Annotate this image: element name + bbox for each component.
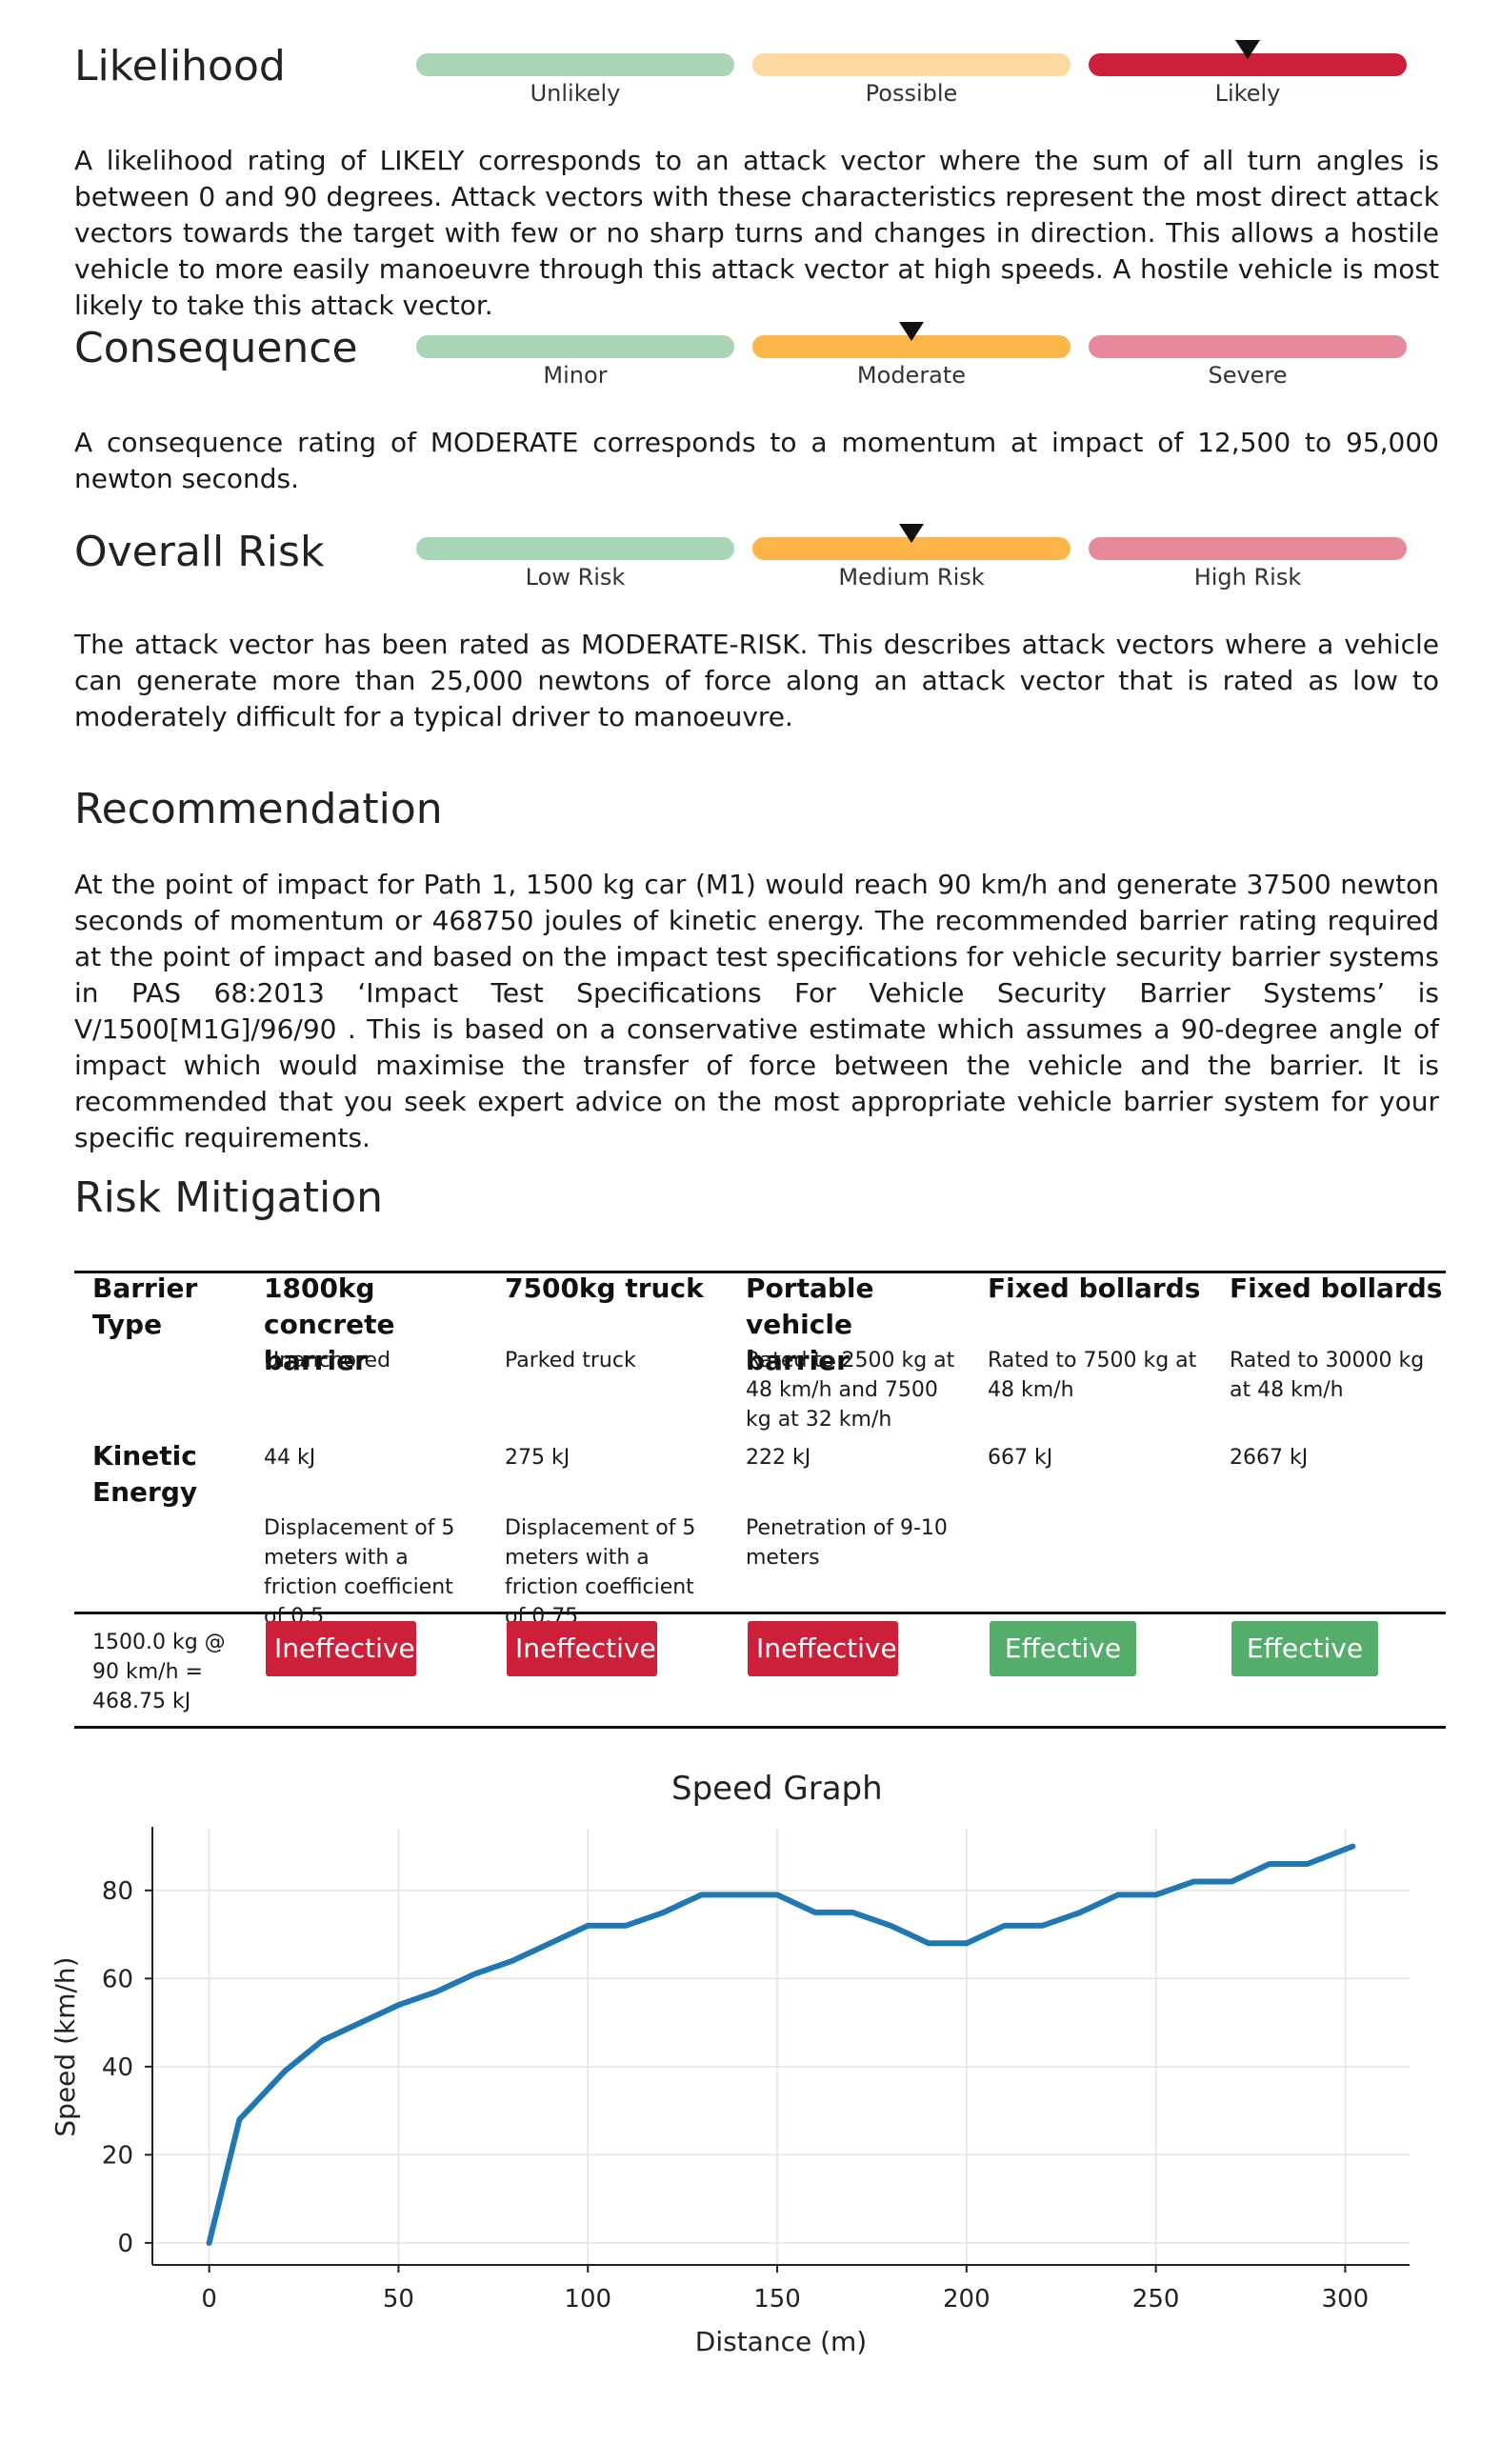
result-badge-effective: Effective	[990, 1621, 1136, 1676]
barrier-energy: 667 kJ	[988, 1446, 1053, 1470]
likelihood-heading: Likelihood	[74, 42, 286, 90]
overall-risk-label-low: Low Risk	[525, 564, 626, 591]
speed-chart: 0 50 100 150 200 250 300 0 20 40 60 80 Distance (m) S…	[50, 1827, 1410, 2357]
likelihood-scale: Unlikely Possible Likely	[416, 40, 1407, 107]
overall-risk-heading: Overall Risk	[74, 528, 325, 576]
likelihood-segment-possible	[752, 53, 1071, 76]
risk-mitigation-heading: Risk Mitigation	[74, 1173, 384, 1222]
barrier-energy: 222 kJ	[746, 1446, 811, 1470]
consequence-description: A consequence rating of MODERATE corresp…	[74, 427, 1439, 494]
overall-risk-marker-icon	[899, 524, 924, 543]
consequence-segment-minor	[416, 335, 734, 358]
barrier-name: Portable vehicle barrier	[746, 1272, 874, 1376]
consequence-label-minor: Minor	[543, 362, 608, 389]
table-mid-rule	[74, 1612, 1446, 1614]
result-badge-ineffective: Ineffective	[748, 1621, 898, 1676]
x-tick-label: 150	[753, 2285, 801, 2314]
likelihood-marker-icon	[1235, 40, 1260, 59]
speed-series-line	[206, 1843, 1356, 2246]
x-tick-label: 100	[564, 2285, 611, 2314]
likelihood-label-likely: Likely	[1214, 80, 1281, 107]
x-axis-label: Distance (m)	[695, 2326, 867, 2357]
barrier-description: Parked truck	[505, 1349, 636, 1372]
overall-risk-scale: Low Risk Medium Risk High Risk	[416, 524, 1407, 591]
x-tick-label: 300	[1322, 2285, 1370, 2314]
barrier-energy: 44 kJ	[264, 1446, 316, 1470]
barrier-name: Fixed bollards	[1230, 1272, 1443, 1304]
table-bottom-rule	[74, 1726, 1446, 1729]
recommendation-text: At the point of impact for Path 1, 1500 …	[74, 869, 1439, 1153]
overall-risk-segment-high	[1089, 537, 1407, 560]
consequence-heading: Consequence	[74, 324, 358, 372]
barrier-description: Rated to 2500 kg at 48 km/h and 7500 kg …	[746, 1349, 955, 1432]
consequence-marker-icon	[899, 322, 924, 341]
y-tick-label: 40	[102, 2053, 133, 2082]
y-tick-label: 20	[102, 2141, 133, 2170]
overall-risk-label-medium: Medium Risk	[838, 564, 985, 591]
barrier-note: Penetration of 9-10 meters	[746, 1516, 948, 1570]
consequence-segment-severe	[1089, 335, 1407, 358]
likelihood-label-possible: Possible	[865, 80, 958, 107]
overall-risk-label-high: High Risk	[1193, 564, 1302, 591]
x-tick-label: 200	[943, 2285, 991, 2314]
consequence-label-severe: Severe	[1208, 362, 1288, 389]
recommendation-heading: Recommendation	[74, 785, 443, 833]
y-tick-label: 80	[102, 1877, 133, 1906]
barrier-energy: 275 kJ	[505, 1446, 570, 1470]
consequence-label-moderate: Moderate	[856, 362, 967, 389]
barrier-energy: 2667 kJ	[1230, 1446, 1309, 1470]
result-badge-ineffective: Ineffective	[266, 1621, 416, 1676]
overall-risk-description: The attack vector has been rated as MODE…	[74, 629, 1439, 732]
barrier-name: 1800kg concrete barrier	[264, 1272, 395, 1376]
y-tick-label: 0	[117, 2230, 133, 2258]
consequence-scale: Minor Moderate Severe	[416, 322, 1407, 389]
y-axis-label: Speed (km/h)	[50, 1956, 81, 2136]
kinetic-energy-label: Kinetic Energy	[92, 1440, 198, 1508]
x-tick-label: 250	[1132, 2285, 1180, 2314]
chart-title: Speed Graph	[671, 1770, 883, 1808]
overall-risk-segment-low	[416, 537, 734, 560]
barrier-type-label: Barrier Type	[92, 1272, 198, 1340]
table-top-rule	[74, 1271, 1446, 1273]
barrier-note: Displacement of 5 meters with a friction…	[505, 1516, 696, 1629]
barrier-description: Unanchored	[264, 1349, 391, 1372]
likelihood-segment-unlikely	[416, 53, 734, 76]
impact-energy-label: 1500.0 kg @ 90 km/h = 468.75 kJ	[92, 1631, 226, 1713]
result-badge-effective: Effective	[1231, 1621, 1378, 1676]
likelihood-label-unlikely: Unlikely	[530, 80, 621, 107]
barrier-note: Displacement of 5 meters with a friction…	[264, 1516, 455, 1629]
barrier-description: Rated to 30000 kg at 48 km/h	[1230, 1349, 1425, 1402]
barrier-name: Fixed bollards	[988, 1272, 1201, 1304]
barrier-name: 7500kg truck	[505, 1272, 704, 1304]
barrier-description: Rated to 7500 kg at 48 km/h	[988, 1349, 1197, 1402]
x-tick-label: 0	[201, 2285, 217, 2314]
likelihood-description: A likelihood rating of LIKELY correspond…	[74, 145, 1439, 321]
result-badge-ineffective: Ineffective	[507, 1621, 657, 1676]
y-tick-label: 60	[102, 1965, 133, 1993]
x-tick-label: 50	[383, 2285, 414, 2314]
